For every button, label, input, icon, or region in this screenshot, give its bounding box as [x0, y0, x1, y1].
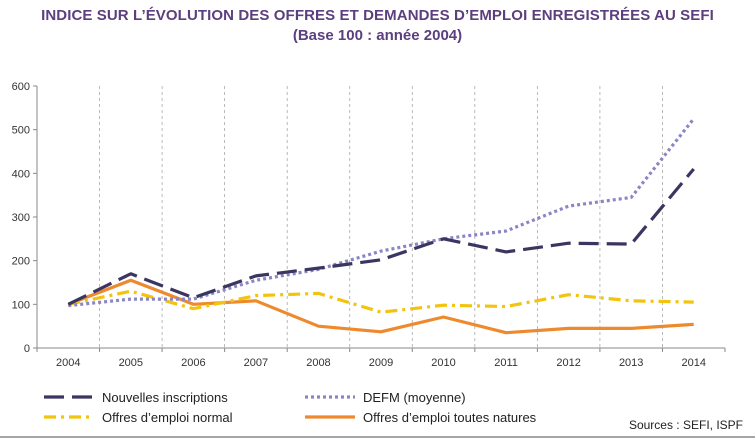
y-tick-label: 100 — [12, 299, 30, 311]
legend-label: Offres d’emploi normal — [102, 410, 233, 425]
x-tick-label: 2010 — [431, 357, 455, 369]
axes: 0 100 200 300 400 500 600 2004 2005 2006 2007 2008 2… — [12, 81, 726, 369]
x-tick-label: 2011 — [494, 357, 518, 369]
series-line-2 — [68, 117, 695, 308]
x-tick-label: 2009 — [369, 357, 393, 369]
x-tick-label: 2008 — [306, 357, 330, 369]
y-tick-label: 0 — [24, 343, 30, 355]
chart-title: INDICE SUR L’ÉVOLUTION DES OFFRES ET DEM… — [0, 6, 755, 46]
legend-label: Nouvelles inscriptions — [102, 390, 228, 405]
x-tick-label: 2007 — [244, 357, 268, 369]
x-tick-label: 2004 — [56, 357, 80, 369]
y-tick-label: 500 — [12, 125, 30, 137]
y-tick-label: 400 — [12, 168, 30, 180]
x-tick-label: 2013 — [619, 357, 643, 369]
legend: Nouvelles inscriptions DEFM (moyenne) Offr… — [44, 390, 537, 425]
legend-label: DEFM (moyenne) — [363, 390, 466, 405]
chart-subtitle: (Base 100 : année 2004) — [292, 27, 463, 44]
x-tick-label: 2006 — [181, 357, 205, 369]
bottom-divider — [0, 436, 755, 438]
series-line-1 — [67, 167, 695, 306]
series-line-4 — [67, 278, 694, 335]
x-tick-label: 2012 — [556, 357, 580, 369]
series-lines — [67, 117, 695, 335]
y-tick-label: 600 — [12, 81, 30, 93]
x-tick-label: 2005 — [119, 357, 143, 369]
chart-title-line1: INDICE SUR L’ÉVOLUTION DES OFFRES ET DEM… — [41, 7, 714, 24]
grid-lines — [99, 86, 663, 348]
legend-label: Offres d’emploi toutes natures — [363, 410, 537, 425]
series-line-3 — [67, 289, 694, 314]
y-tick-label: 200 — [12, 256, 30, 268]
x-tick-label: 2014 — [681, 357, 705, 369]
y-tick-label: 300 — [12, 212, 30, 224]
source-note: Sources : SEFI, ISPF — [628, 418, 743, 432]
